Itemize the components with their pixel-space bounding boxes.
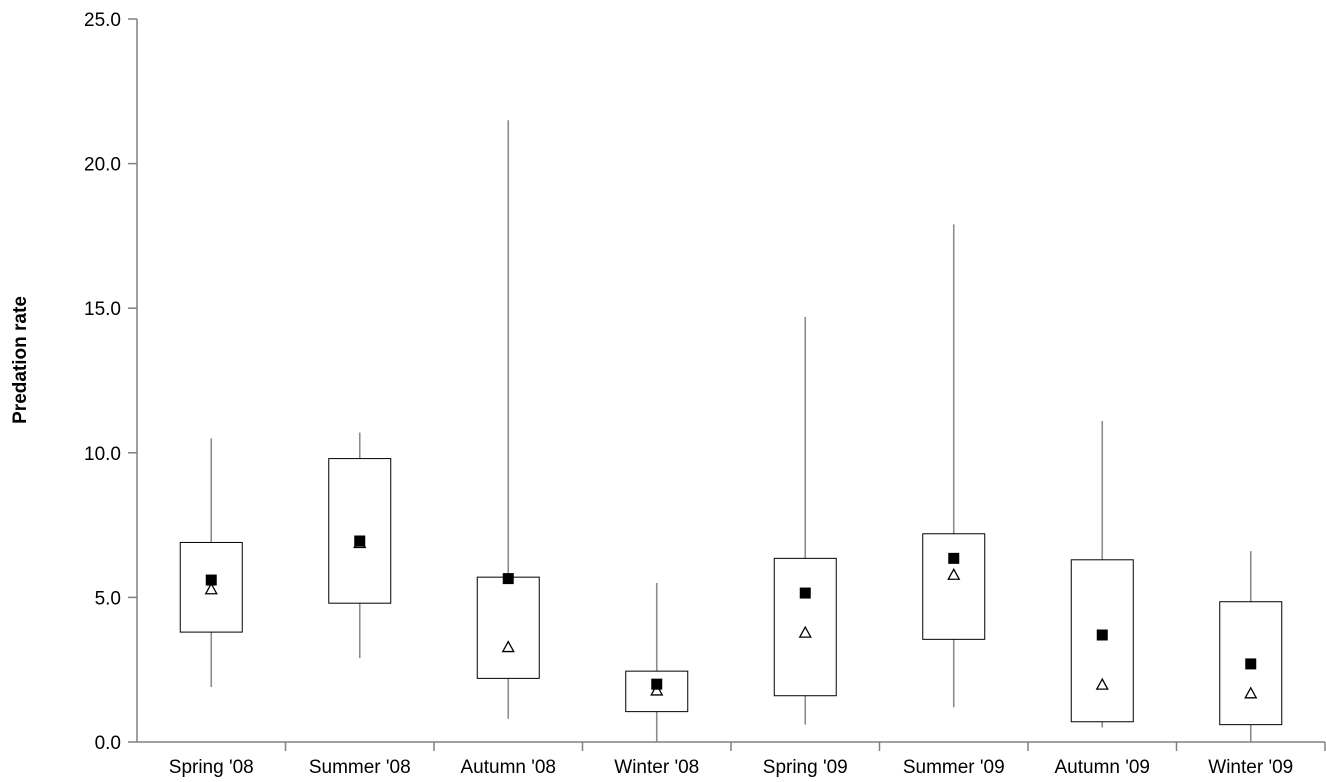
box-group (328, 432, 392, 659)
box-group (476, 120, 540, 719)
mean-marker (205, 574, 217, 586)
y-axis-title: Predation rate (10, 296, 31, 424)
axes-layer (128, 18, 1326, 751)
box (1070, 559, 1134, 723)
mean-marker (1245, 658, 1257, 670)
median-marker (501, 640, 515, 653)
median-marker (798, 625, 812, 638)
median-marker (204, 582, 218, 595)
box-group (179, 438, 243, 688)
box-group (922, 224, 986, 708)
mean-marker (502, 573, 514, 585)
x-tick-label: Summer '09 (903, 757, 1005, 778)
y-tick-label: 5.0 (95, 588, 121, 609)
boxes-layer (179, 120, 1283, 742)
box (328, 458, 392, 604)
y-tick-label: 20.0 (84, 155, 121, 176)
box (922, 533, 986, 640)
y-tick-label: 0.0 (95, 733, 121, 754)
median-marker (1095, 677, 1109, 690)
mean-marker (948, 552, 960, 564)
mean-marker (799, 587, 811, 599)
x-tick-label: Winter '08 (614, 757, 699, 778)
x-tick-label: Spring '08 (169, 757, 254, 778)
mean-marker (354, 535, 366, 547)
x-tick-label: Autumn '08 (460, 757, 556, 778)
median-marker (1244, 686, 1258, 699)
y-tick-label: 25.0 (84, 10, 121, 31)
x-tick-label: Winter '09 (1208, 757, 1293, 778)
mean-marker (651, 678, 663, 690)
box-group (1219, 551, 1283, 742)
box-group (773, 316, 837, 725)
x-tick-label: Summer '08 (309, 757, 411, 778)
box-group (1070, 420, 1134, 728)
y-tick-label: 15.0 (84, 299, 121, 320)
labels-layer: 0.0 5.0 10.0 15.0 20.0 25.0 Spring '08 Summer '… (84, 10, 1293, 778)
x-tick-label: Autumn '09 (1054, 757, 1150, 778)
box (476, 576, 540, 679)
box-group (625, 582, 689, 742)
mean-marker (1096, 629, 1108, 641)
median-marker (650, 683, 664, 696)
y-tick-label: 10.0 (84, 444, 121, 465)
median-marker (947, 567, 961, 580)
x-tick-label: Spring '09 (763, 757, 848, 778)
